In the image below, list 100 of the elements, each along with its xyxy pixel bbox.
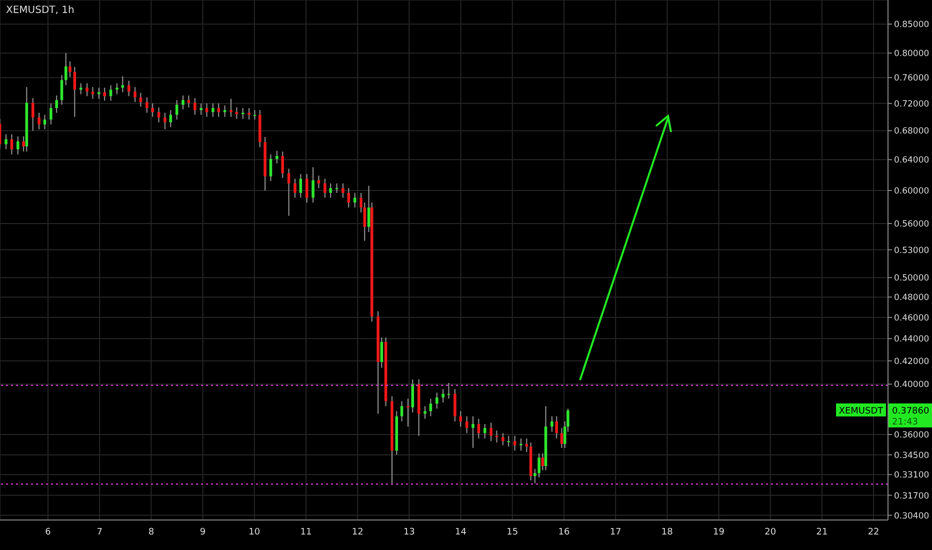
candlestick [212, 102, 214, 118]
candlestick [146, 96, 148, 114]
candlestick [200, 102, 202, 116]
candlestick [555, 416, 558, 439]
candlestick [281, 151, 284, 178]
candlestick [50, 102, 52, 125]
y-tick-label: 0.40000 [894, 380, 930, 390]
x-tick-label: 16 [558, 527, 570, 538]
candlestick [60, 74, 64, 106]
text: 0.37860 [892, 406, 930, 416]
candlestick [193, 98, 196, 116]
x-tick-label: 9 [200, 527, 206, 538]
y-tick-label: 0.42000 [894, 356, 930, 367]
candlestick [465, 416, 468, 434]
candlestick [312, 166, 314, 204]
x-tick-label: 19 [713, 527, 725, 538]
y-tick-label: 0.64000 [894, 156, 930, 166]
x-tick-label: 22 [868, 527, 880, 538]
candlestick [248, 108, 250, 120]
x-tick-label: 12 [352, 527, 364, 538]
candlestick [490, 422, 492, 442]
candlestick [435, 392, 438, 410]
y-tick-label: 0.56000 [894, 219, 930, 230]
candlestick [269, 154, 272, 182]
candlestick [43, 114, 46, 130]
candlestick [79, 82, 82, 95]
candlestick [230, 98, 232, 118]
candlestick [98, 87, 100, 100]
candlestick [169, 110, 172, 128]
y-tick-label: 0.46000 [894, 313, 930, 324]
candlestick [16, 136, 20, 155]
candlestick [299, 174, 302, 198]
y-tick-label: 0.68000 [894, 126, 930, 137]
x-tick-label: 20 [764, 527, 776, 538]
candlestick [534, 468, 536, 484]
x-tick-label: 13 [403, 527, 415, 538]
y-tick-label: 0.48000 [894, 293, 930, 304]
candlestick [157, 106, 160, 123]
x-tick-label: 7 [96, 527, 102, 538]
y-tick-label: 0.53000 [894, 246, 930, 256]
candlestick [175, 100, 178, 120]
y-tick-label: 0.44000 [894, 334, 930, 345]
annotation: XEMUSDT [838, 406, 884, 416]
candlestick [367, 185, 370, 233]
candlestick [442, 388, 444, 403]
candlestick [447, 382, 450, 400]
candlestick [253, 110, 256, 120]
candlestick [276, 150, 278, 164]
candlestick [411, 378, 414, 413]
y-tick-label: 0.72000 [894, 99, 930, 110]
candlestick [151, 102, 154, 118]
candlestick [31, 98, 34, 132]
y-tick-label: 0.30400 [894, 511, 930, 522]
x-tick-label: 17 [610, 527, 622, 538]
candlestick [305, 174, 308, 204]
candlestick [502, 432, 504, 446]
candlestick [38, 112, 40, 130]
x-tick-label: 8 [148, 527, 154, 538]
x-tick-label: 21 [816, 527, 828, 538]
candlestick [86, 82, 88, 97]
candlestick [55, 95, 58, 114]
y-tick-label: 0.60000 [894, 186, 930, 197]
y-tick-label: 0.76000 [894, 74, 930, 84]
candlestick [103, 87, 106, 102]
candlestick [64, 52, 68, 86]
candlestick [10, 134, 14, 155]
candlestick [507, 435, 510, 448]
candlestick [294, 178, 296, 198]
candlestick [342, 182, 344, 198]
candlestick [68, 61, 72, 78]
candlestick [424, 406, 426, 420]
candlestick [400, 400, 404, 422]
candlestick [127, 80, 130, 97]
candlestick [317, 175, 320, 189]
candlestick [406, 398, 410, 428]
candlestick [335, 182, 338, 194]
candlestick [454, 388, 456, 422]
x-tick-label: 6 [45, 527, 52, 538]
y-tick-label: 0.34500 [894, 450, 930, 461]
candlestick [217, 102, 220, 118]
text: XEMUSDT, 1h [6, 5, 74, 16]
y-tick-label: 0.31700 [894, 491, 930, 502]
y-tick-label: 0.33100 [894, 470, 930, 481]
x-tick-label: 11 [300, 527, 312, 538]
candlestick [109, 84, 112, 102]
candlestick [483, 424, 486, 439]
candlestick [4, 134, 8, 150]
y-tick-label: 0.80000 [894, 49, 930, 60]
candlestick [459, 410, 462, 428]
candlestick [134, 86, 136, 103]
y-tick-label: 0.36000 [894, 430, 930, 441]
candlestick [164, 112, 166, 130]
text: 21:43 [892, 417, 918, 428]
y-tick-label: 0.50000 [894, 274, 930, 284]
candlestick [329, 182, 332, 198]
candlestick [472, 416, 474, 448]
x-tick-label: 15 [506, 527, 518, 538]
candlestick [182, 95, 184, 110]
candlestick [116, 82, 118, 95]
x-tick-label: 10 [248, 527, 260, 538]
